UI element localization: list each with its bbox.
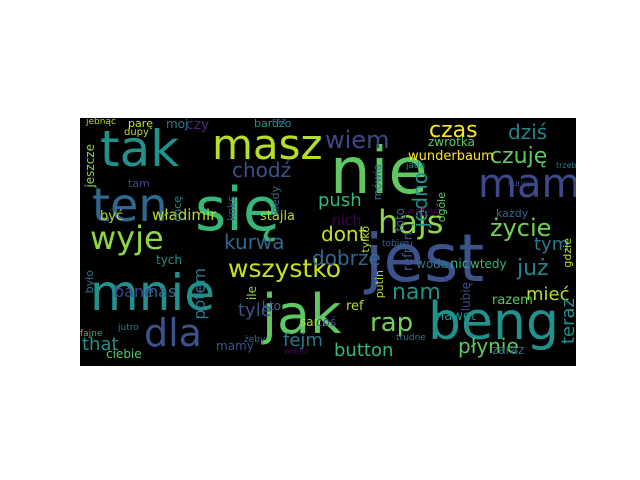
word-73: tam (128, 177, 150, 190)
word-35: tyle (238, 300, 272, 321)
word-1: się (195, 175, 280, 245)
word-79: było (83, 270, 96, 294)
word-49: zwrotka (428, 135, 475, 149)
word-60: nic (450, 257, 469, 272)
word-10: hajs (378, 203, 444, 241)
word-21: push (318, 190, 362, 211)
word-71: mamy (216, 339, 254, 353)
word-83: tobie (382, 239, 405, 249)
word-8: masz (212, 120, 323, 169)
word-55: putin (373, 270, 386, 299)
word-cloud: nie się jest jak mnie tak beng mam masz ten hajs wy… (80, 118, 576, 366)
word-13: wszystko (228, 254, 342, 283)
word-19: wiem (325, 126, 390, 154)
word-65: sam (300, 315, 326, 329)
word-12: dla (144, 311, 202, 355)
word-6: beng (428, 292, 559, 352)
word-20: chodź (232, 158, 292, 182)
word-5: tak (100, 120, 180, 178)
word-80: kiedy (269, 186, 282, 216)
word-29: już (517, 256, 549, 281)
word-43: jeszcze (83, 144, 97, 188)
word-64: tylko (359, 226, 372, 253)
word-14: życie (490, 214, 552, 242)
word-40: władimir (152, 206, 217, 224)
word-81: jutro (118, 323, 139, 333)
word-32: bane (114, 282, 154, 301)
word-2: jest (365, 220, 485, 297)
word-22: kurwa (224, 230, 285, 254)
word-57: razem (492, 293, 533, 308)
word-27: płynie (458, 334, 519, 358)
word-7: mam (478, 161, 576, 207)
word-66: coś (316, 315, 337, 329)
word-82: raz (272, 118, 286, 127)
word-15: rap (370, 308, 414, 338)
word-44: być (100, 209, 124, 224)
word-41: stajla (260, 209, 296, 224)
word-87: wiesz (284, 347, 309, 357)
word-23: dont (321, 222, 367, 246)
word-56: nawet (436, 309, 476, 324)
word-47: czy (186, 118, 210, 133)
word-42: wunderbaum (408, 149, 494, 164)
word-50: jebnąć (86, 118, 116, 127)
word-53: refren (401, 232, 416, 271)
word-58: zaraz (492, 343, 525, 357)
word-9: ten (92, 178, 168, 232)
word-3: jak (262, 283, 342, 346)
word-52: ref (346, 299, 364, 314)
word-89: kurwy (508, 179, 533, 188)
word-68: ile (245, 286, 259, 301)
word-28: mieć (526, 284, 570, 305)
word-85: fajne (80, 329, 103, 339)
word-63: jesteś (404, 205, 440, 219)
word-33: nas (148, 282, 177, 301)
word-26: button (334, 340, 394, 361)
word-88: żeby (244, 335, 266, 345)
word-11: wyje (90, 219, 164, 257)
word-25: fejm (283, 330, 323, 351)
word-70: tych (156, 253, 183, 267)
word-78: każdy (496, 207, 529, 220)
word-30: tym (534, 234, 570, 255)
word-0: nie (330, 135, 428, 209)
word-74: chcę (171, 196, 184, 222)
word-24: dobrze (312, 246, 381, 270)
word-86: jadą (406, 161, 426, 171)
word-48: bardzo (254, 118, 292, 130)
word-37: teraz (558, 298, 576, 345)
word-31: nam (392, 280, 441, 305)
word-59: lubię (459, 282, 473, 312)
word-67: kto (262, 299, 281, 313)
word-45: parę (128, 118, 154, 130)
word-77: mówią (371, 164, 384, 201)
word-18: czuję (490, 144, 548, 169)
word-61: wtedy (470, 257, 507, 271)
word-39: nich (332, 213, 362, 229)
word-36: potem (190, 268, 209, 320)
word-46: moj (166, 118, 189, 131)
word-69: ciebie (106, 347, 142, 361)
word-4: mnie (90, 264, 216, 322)
word-17: dziś (508, 120, 548, 144)
word-51: dupy (124, 127, 149, 138)
word-90: trzeba (556, 161, 576, 170)
word-76: ogóle (435, 192, 448, 223)
word-84: trudne (396, 333, 426, 343)
word-16: czas (429, 118, 478, 143)
word-72: koks (225, 196, 238, 221)
word-34: that (82, 334, 119, 355)
word-38: jedno (408, 172, 432, 228)
word-75: gdzie (561, 238, 574, 268)
word-62: woda (416, 257, 449, 271)
